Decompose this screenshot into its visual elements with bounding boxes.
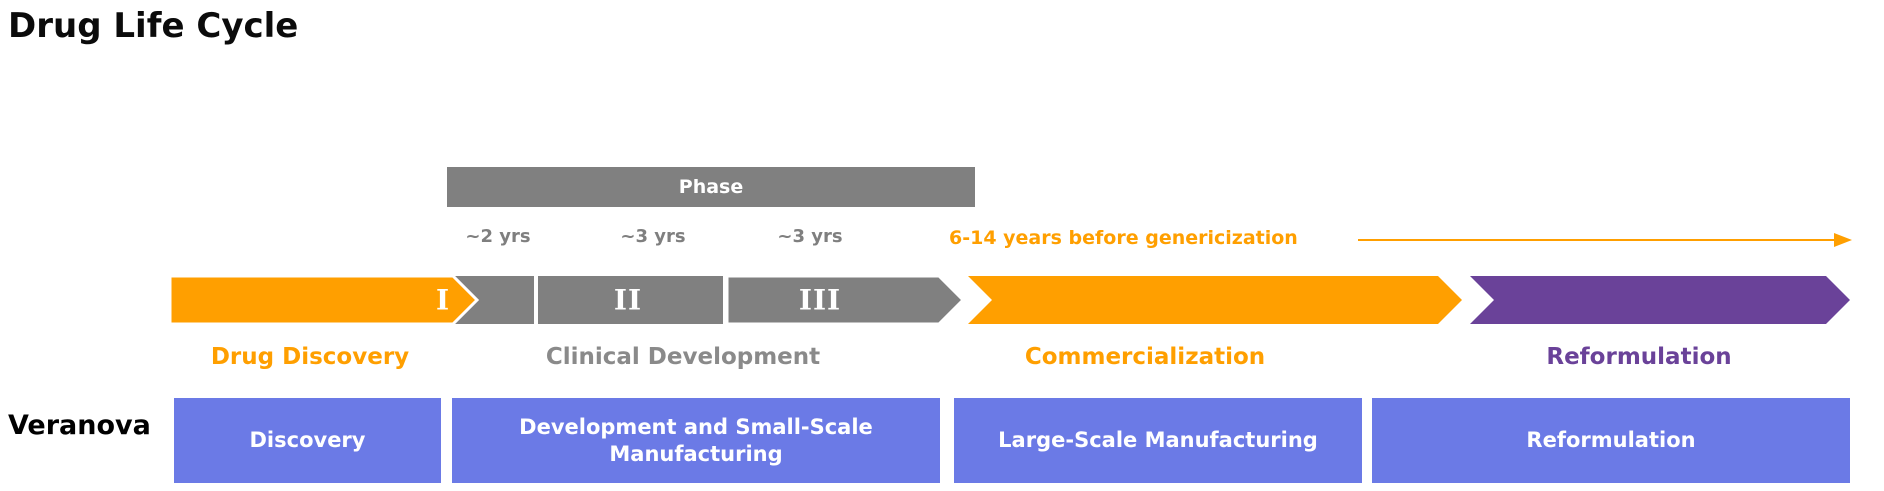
timeline-chevron-band (168, 276, 1850, 324)
stage-label-drug-discovery: Drug Discovery (210, 344, 410, 370)
veranova-box-label: Large-Scale Manufacturing (998, 428, 1318, 453)
veranova-box-label: Reformulation (1526, 428, 1696, 453)
veranova-brand-label: Veranova (8, 410, 151, 441)
commercialization-arrow (968, 276, 1462, 324)
stage-label-reformulation: Reformulation (1546, 344, 1732, 370)
veranova-box-development-small-scale: Development and Small-Scale Manufacturin… (452, 398, 940, 483)
veranova-box-discovery: Discovery (174, 398, 441, 483)
veranova-box-reformulation: Reformulation (1372, 398, 1850, 483)
right-arrow-icon (1358, 233, 1852, 247)
phase3-gray-arrow (725, 276, 966, 324)
veranova-box-label: Development and Small-Scale Manufacturin… (519, 415, 873, 466)
page-title: Drug Life Cycle (8, 6, 299, 46)
drug-discovery-arrow (168, 276, 480, 324)
phase-header-bar: Phase (447, 167, 975, 207)
phase2-numeral: II (613, 283, 643, 317)
phase3-numeral: III (798, 283, 842, 317)
veranova-box-large-scale-manufacturing: Large-Scale Manufacturing (954, 398, 1362, 483)
phase3-duration: ~3 yrs (777, 226, 843, 247)
stage-label-commercialization: Commercialization (1024, 344, 1266, 370)
phase1-duration: ~2 yrs (465, 226, 531, 247)
genericization-note: 6-14 years before genericization (949, 227, 1298, 249)
phase2-gray-segment (538, 276, 723, 324)
reformulation-arrow (1470, 276, 1850, 324)
phase-header-label: Phase (678, 176, 744, 198)
stage-label-clinical-development: Clinical Development (545, 344, 821, 370)
phase1-numeral: I (435, 283, 451, 317)
phase2-duration: ~3 yrs (620, 226, 686, 247)
veranova-box-label: Discovery (249, 428, 366, 453)
